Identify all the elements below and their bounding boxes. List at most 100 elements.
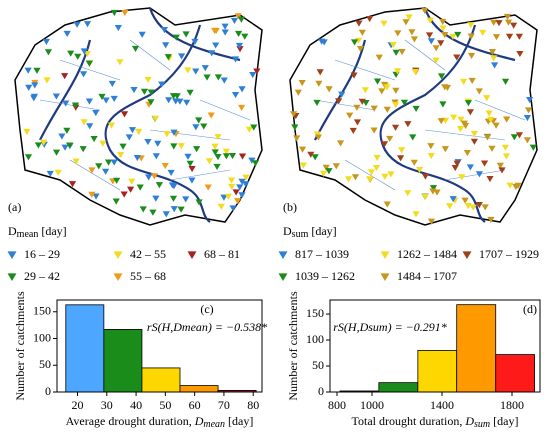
bar	[456, 304, 497, 393]
catchment-marker	[212, 27, 220, 35]
catchment-marker	[43, 77, 51, 84]
catchment-marker	[144, 76, 152, 84]
catchment-marker	[188, 177, 196, 184]
catchment-marker	[114, 25, 122, 32]
catchment-marker	[437, 118, 445, 125]
catchment-marker	[491, 62, 499, 69]
catchment-marker	[346, 112, 354, 119]
catchment-marker	[224, 193, 232, 200]
catchment-marker	[366, 15, 374, 23]
catchment-marker	[470, 138, 478, 145]
catchment-marker	[502, 153, 511, 160]
catchment-marker	[313, 99, 321, 106]
catchment-marker	[443, 84, 452, 91]
catchment-marker	[24, 67, 32, 74]
catchment-marker	[229, 205, 237, 212]
catchment-marker	[466, 109, 474, 116]
catchment-marker	[68, 181, 77, 188]
catchment-marker	[62, 100, 70, 107]
catchment-marker	[92, 109, 100, 117]
catchment-marker	[411, 68, 419, 76]
catchment-marker	[188, 166, 196, 173]
catchment-marker	[492, 122, 500, 129]
catchment-marker	[421, 173, 430, 180]
catchment-marker	[42, 38, 51, 45]
catchment-marker	[468, 77, 476, 85]
catchment-marker	[245, 126, 253, 133]
catchment-marker	[510, 134, 518, 141]
catchment-marker	[429, 188, 437, 195]
catchment-marker	[358, 29, 366, 36]
catchment-marker	[439, 101, 447, 108]
catchment-marker	[421, 193, 429, 201]
catchment-marker	[214, 134, 222, 141]
catchment-marker	[498, 167, 506, 174]
catchment-marker	[155, 182, 163, 189]
catchment-marker	[294, 89, 302, 96]
catchment-marker	[293, 135, 301, 142]
catchment-marker	[387, 171, 395, 178]
catchment-marker	[178, 53, 186, 60]
catchment-marker	[373, 78, 382, 85]
catchment-marker	[410, 159, 418, 166]
catchment-marker	[510, 22, 518, 29]
map-a	[14, 7, 263, 226]
catchment-marker	[154, 140, 162, 147]
catchment-marker	[193, 146, 201, 153]
catchment-marker	[228, 183, 236, 190]
catchment-marker	[492, 34, 501, 41]
catchment-marker	[398, 147, 406, 154]
catchment-marker	[426, 17, 434, 24]
legend-title-part: [day]	[311, 224, 336, 238]
catchment-marker	[71, 102, 80, 109]
catchment-marker	[504, 19, 513, 26]
catchment-marker	[231, 56, 240, 63]
legend-label: 16 – 29	[24, 247, 60, 261]
catchment-marker	[238, 192, 246, 199]
catchment-marker	[429, 185, 438, 192]
catchment-marker	[353, 104, 361, 111]
catchment-marker	[332, 163, 340, 170]
catchment-marker	[145, 174, 153, 181]
catchment-marker	[515, 132, 524, 139]
catchment-marker	[391, 124, 400, 131]
catchment-marker	[79, 146, 87, 153]
catchment-marker	[389, 41, 397, 49]
legend-marker	[462, 251, 472, 260]
catchment-marker	[325, 168, 333, 175]
catchment-marker	[449, 33, 457, 40]
y-tick-label: 50	[39, 357, 51, 371]
catchment-marker	[439, 25, 447, 32]
catchment-marker	[195, 117, 203, 124]
catchment-marker	[169, 195, 178, 202]
catchment-marker	[350, 39, 359, 46]
catchment-marker	[480, 160, 489, 167]
legend-label: 29 – 42	[24, 269, 60, 283]
catchment-marker	[191, 38, 199, 45]
catchment-marker	[453, 160, 461, 167]
catchment-marker	[475, 202, 483, 209]
catchment-marker	[383, 84, 391, 91]
catchment-marker	[152, 195, 160, 202]
bar	[378, 382, 419, 393]
catchment-marker	[402, 19, 410, 26]
catchment-marker	[404, 190, 412, 197]
catchment-marker	[120, 191, 128, 198]
catchment-marker	[73, 21, 81, 28]
catchment-marker	[516, 51, 524, 58]
catchment-marker	[446, 203, 454, 210]
catchment-marker	[475, 88, 483, 95]
bar	[141, 367, 181, 393]
catchment-marker	[355, 20, 363, 27]
y-axis-label: Number of catchments	[286, 291, 300, 401]
catchment-marker	[315, 80, 323, 87]
bar	[495, 354, 535, 393]
legend-marker	[113, 251, 123, 260]
catchment-marker	[393, 68, 402, 75]
catchment-marker	[192, 124, 200, 131]
catchment-marker	[457, 116, 465, 123]
y-tick-label: 50	[312, 358, 324, 372]
catchment-marker	[475, 171, 484, 178]
catchment-marker	[228, 152, 237, 160]
catchment-marker	[58, 133, 66, 140]
